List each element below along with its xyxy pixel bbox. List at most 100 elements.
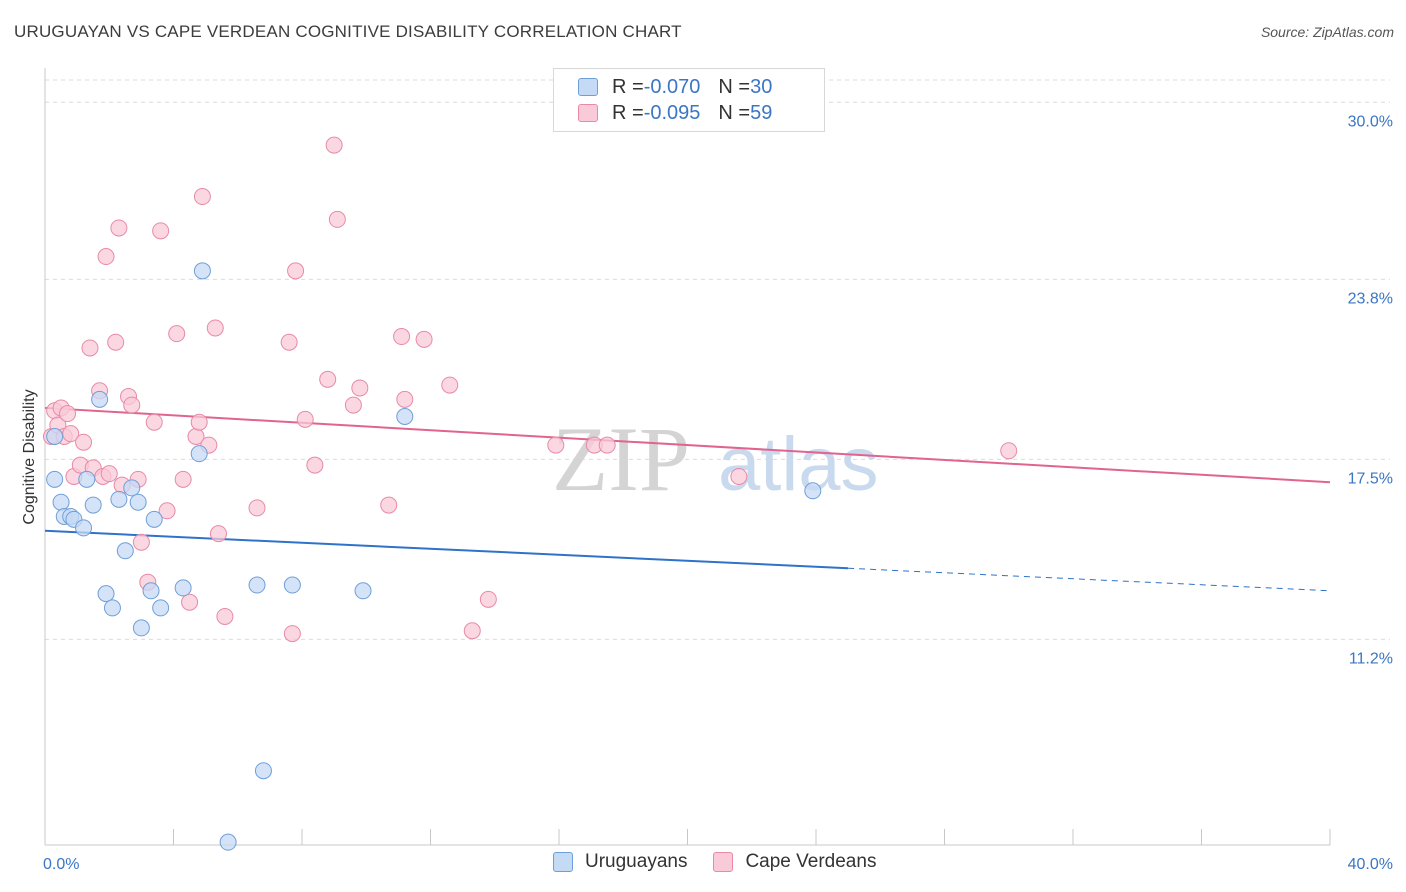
watermark-atlas: atlas (718, 422, 879, 507)
uruguayan-point (110, 490, 128, 508)
capeverdean-point (58, 405, 76, 423)
series-legend: Uruguayans Cape Verdeans (553, 851, 902, 873)
y-tick-label: 23.8% (1348, 290, 1393, 307)
watermark-zip: ZIP (552, 408, 690, 510)
capeverdean-point (132, 533, 150, 551)
n-value: 59 (750, 101, 773, 124)
uruguayan-point (132, 619, 150, 637)
correlation-legend: R = -0.070 N = 30 R = -0.095 N = 59 (553, 68, 825, 132)
uruguayans-swatch (553, 852, 573, 872)
legend-item-capeverdeans: Cape Verdeans (713, 851, 876, 873)
capeverdeans-swatch (713, 852, 734, 872)
r-value: -0.095 (643, 101, 701, 124)
watermark: ZIP atlas (552, 408, 879, 510)
capeverdean-point (325, 136, 343, 154)
legend-row-capeverdeans: R = -0.095 N = 59 (578, 100, 772, 126)
capeverdean-point (216, 607, 234, 625)
capeverdean-point (730, 467, 748, 485)
capeverdean-point (463, 622, 481, 640)
capeverdean-point (209, 525, 227, 543)
y-axis-label: Cognitive Disability (21, 389, 38, 524)
capeverdean-point (248, 499, 266, 517)
capeverdean-point (547, 436, 565, 454)
uruguayan-point (52, 493, 70, 511)
uruguayan-point (190, 445, 208, 463)
uruguayan-point (354, 582, 372, 600)
capeverdean-point (206, 319, 224, 337)
capeverdean-point (152, 222, 170, 240)
capeverdean-point (328, 210, 346, 228)
uruguayan-point (152, 599, 170, 617)
capeverdean-point (190, 413, 208, 431)
capeverdean-point (145, 413, 163, 431)
capeverdean-point (319, 370, 337, 388)
y-tick-label: 30.0% (1348, 113, 1393, 130)
capeverdean-point (598, 436, 616, 454)
capeverdean-point (174, 470, 192, 488)
capeverdean-point (306, 456, 324, 474)
uruguayan-point (283, 576, 301, 594)
capeverdean-point (396, 390, 414, 408)
uruguayan-point (248, 576, 266, 594)
grid-lines (45, 79, 1390, 640)
capeverdean-point (75, 433, 93, 451)
uruguayan-point (84, 496, 102, 514)
capeverdean-point (479, 590, 497, 608)
uruguayan-point (46, 470, 64, 488)
uruguayan-point (129, 493, 147, 511)
capeverdean-point (168, 325, 186, 343)
uruguayan-point (254, 762, 272, 780)
uruguayan-point (174, 579, 192, 597)
capeverdean-point (81, 339, 99, 357)
capeverdean-point (296, 410, 314, 428)
capeverdean-point (158, 502, 176, 520)
trend-lines (44, 406, 1331, 592)
capeverdean-point (287, 262, 305, 280)
capeverdean-point (351, 379, 369, 397)
r-value: -0.070 (643, 75, 701, 98)
n-label: N = (718, 75, 751, 98)
axes (44, 68, 1331, 846)
uruguayans-trend-extension (848, 567, 1331, 592)
uruguayan-point (804, 482, 822, 500)
capeverdean-point (380, 496, 398, 514)
uruguayan-point (91, 390, 109, 408)
capeverdeans-trend-line (44, 406, 1331, 484)
capeverdean-point (97, 248, 115, 266)
n-label: N = (718, 101, 751, 124)
chart-title: URUGUAYAN VS CAPE VERDEAN COGNITIVE DISA… (14, 22, 682, 41)
legend-label: Cape Verdeans (745, 851, 877, 872)
uruguayans-swatch (578, 78, 598, 96)
capeverdean-point (441, 376, 459, 394)
legend-row-uruguayans: R = -0.070 N = 30 (578, 74, 772, 100)
uruguayan-point (116, 542, 134, 560)
uruguayan-point (123, 479, 141, 497)
y-tick-label: 17.5% (1348, 470, 1393, 487)
x-tick-label: 40.0% (1348, 856, 1393, 873)
uruguayan-point (103, 599, 121, 617)
legend-label: Uruguayans (585, 851, 688, 872)
data-points (42, 136, 1018, 851)
r-label: R = (612, 101, 644, 124)
capeverdeans-swatch (578, 104, 598, 122)
uruguayan-point (75, 519, 93, 537)
legend-item-uruguayans: Uruguayans (553, 851, 687, 873)
uruguayan-point (193, 262, 211, 280)
capeverdean-point (280, 333, 298, 351)
r-label: R = (612, 75, 644, 98)
uruguayan-point (97, 585, 115, 603)
capeverdean-point (393, 328, 411, 346)
capeverdean-point (123, 396, 141, 414)
uruguayan-point (78, 470, 96, 488)
uruguayan-point (145, 510, 163, 528)
capeverdean-point (110, 219, 128, 237)
uruguayan-point (219, 833, 237, 851)
capeverdean-point (344, 396, 362, 414)
n-value: 30 (750, 75, 773, 98)
capeverdean-point (283, 625, 301, 643)
y-tick-label: 11.2% (1349, 650, 1393, 667)
capeverdean-point (100, 465, 118, 483)
capeverdean-point (193, 188, 211, 206)
capeverdean-point (415, 330, 433, 348)
